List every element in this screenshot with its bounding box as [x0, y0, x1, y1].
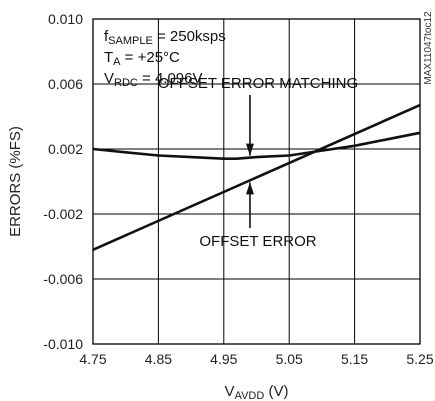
x-tick-label: 5.15 [341, 351, 368, 367]
condition-line: fSAMPLE = 250ksps [104, 28, 226, 47]
y-tick-label: -0.010 [43, 336, 83, 352]
y-tick-label: -0.006 [43, 271, 83, 287]
axes: 4.75 4.85 4.95 5.05 5.15 5.25 0.010 0.006 0.002 -… [7, 11, 434, 401]
series-lines [92, 103, 421, 251]
figure-id-watermark: MAX11047toc12 [423, 11, 434, 85]
x-tick-label: 5.05 [276, 351, 303, 367]
test-conditions: fSAMPLE = 250ksps TA = +25°C VRDC = 4.096V [104, 28, 226, 89]
y-tick-label: -0.002 [43, 206, 83, 222]
condition-line: VRDC = 4.096V [104, 70, 203, 89]
series-line-2 [92, 103, 421, 251]
condition-line: TA = +25°C [104, 49, 180, 68]
plot-frame [92, 18, 421, 345]
series-line-1 [92, 131, 421, 160]
annotation-offset-error-matching: OFFSET ERROR MATCHING [158, 75, 358, 92]
x-tick-label: 4.95 [210, 351, 237, 367]
x-axis-title: VAVDD (V) [225, 383, 289, 401]
x-tick-label: 4.75 [79, 351, 106, 367]
x-tick-label: 5.25 [406, 351, 433, 367]
annotation-arrow-matching-head [245, 143, 254, 156]
annotations: OFFSET ERROR MATCHING OFFSET ERROR [158, 75, 358, 250]
y-axis-title: ERRORS (%FS) [7, 126, 24, 237]
y-tick-label: 0.010 [48, 11, 83, 27]
x-tick-label: 4.85 [145, 351, 172, 367]
grid [93, 19, 420, 344]
annotation-arrow-offset-head [245, 182, 254, 195]
annotation-offset-error: OFFSET ERROR [199, 233, 316, 250]
y-tick-label: 0.002 [48, 141, 83, 157]
y-tick-label: 0.006 [48, 76, 83, 92]
